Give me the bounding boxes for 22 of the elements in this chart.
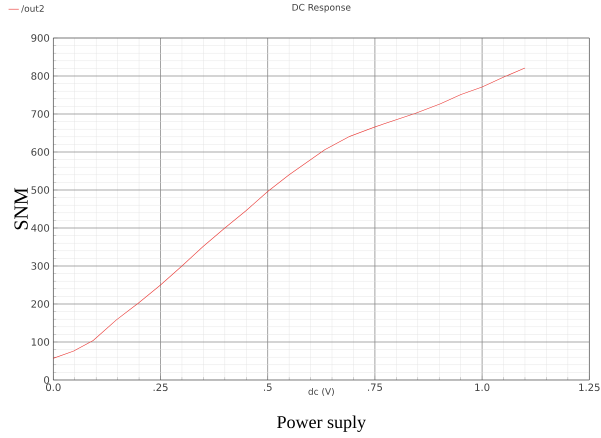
x-tick-label: .5	[264, 384, 272, 391]
y-tick-label: 200	[31, 300, 50, 308]
y-tick-label: 800	[31, 72, 50, 80]
x-tick-label: .75	[368, 384, 382, 391]
x-tick-label: .25	[154, 384, 168, 392]
y-tick-label: 100	[32, 338, 50, 346]
y-tick-label: 500	[31, 186, 50, 194]
y-tick-label: 400	[31, 224, 50, 232]
line-series	[53, 68, 526, 359]
x-tick-label: 0.0	[46, 384, 61, 392]
x-tick-label: 1.0	[475, 384, 490, 392]
y-axis-title: SNM	[14, 188, 28, 230]
y-tick-label: 700	[32, 110, 50, 118]
legend-label: /out2	[21, 5, 44, 13]
y-tick-label: 900	[31, 34, 50, 42]
y-tick-label: 600	[31, 148, 50, 156]
x-axis-title: dc (V)	[308, 388, 334, 396]
y-tick-label: 0	[44, 376, 50, 384]
chart-title: DC Response	[292, 4, 350, 12]
y-tick-label: 300	[31, 262, 50, 270]
x-tick-label: 1.25	[579, 384, 600, 392]
text: Power suply	[277, 416, 366, 432]
